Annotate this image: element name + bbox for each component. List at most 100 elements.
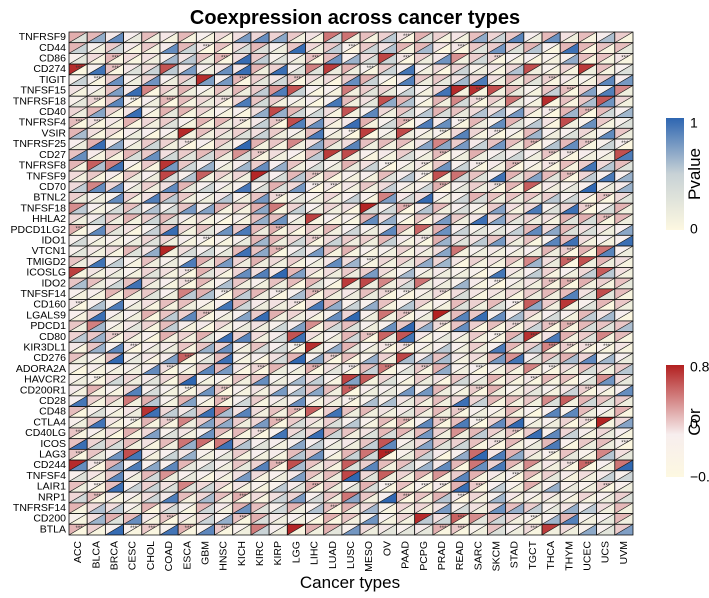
heatmap-cell <box>286 320 306 333</box>
heatmap-cell <box>68 331 88 343</box>
heatmap-cell: *** <box>432 320 452 333</box>
cell-diagonal <box>487 342 506 354</box>
heatmap-cell <box>614 341 634 354</box>
heatmap-cell <box>323 234 343 247</box>
heatmap-cell <box>359 53 379 65</box>
heatmap-cell <box>250 331 270 343</box>
cell-diagonal <box>505 149 524 161</box>
heatmap-cell <box>614 320 634 333</box>
cell-diagonal <box>614 331 634 343</box>
cell-diagonal <box>560 267 579 279</box>
cell-diagonal <box>487 117 506 129</box>
cell-diagonal <box>214 320 233 332</box>
cell-diagonal <box>578 213 597 225</box>
cell-diagonal <box>214 224 233 236</box>
cell-diagonal <box>141 342 161 354</box>
pvalue-triangle <box>250 224 270 236</box>
cell-diagonal <box>250 277 270 290</box>
heatmap-cell <box>523 213 543 226</box>
cell-diagonal <box>578 224 597 236</box>
cell-diagonal <box>560 192 579 204</box>
heatmap-cell <box>523 127 543 140</box>
significance-mark: *** <box>203 45 211 51</box>
cell-diagonal <box>68 202 88 215</box>
heatmap-cell <box>614 170 634 183</box>
cell-diagonal <box>268 181 288 193</box>
heatmap-cell <box>468 234 488 247</box>
cell-diagonal <box>232 63 252 76</box>
cell-diagonal <box>250 63 270 76</box>
cell-diagonal <box>341 149 361 161</box>
heatmap-cell <box>596 85 616 97</box>
heatmap-cell <box>86 170 106 183</box>
cell-diagonal <box>523 202 543 215</box>
cell-diagonal <box>68 320 88 332</box>
heatmap-cell <box>450 127 470 140</box>
heatmap-cell <box>559 331 579 343</box>
heatmap-cell <box>614 85 634 97</box>
heatmap-cell <box>123 352 143 365</box>
heatmap-cell <box>341 192 361 204</box>
heatmap-cell <box>305 160 325 172</box>
heatmap-cell: *** <box>468 160 488 172</box>
heatmap-cell <box>414 331 434 343</box>
heatmap-cell <box>123 63 143 76</box>
cell-diagonal <box>305 224 324 236</box>
significance-mark: *** <box>403 120 411 126</box>
cell-diagonal <box>469 128 488 140</box>
heatmap-cell <box>68 309 88 322</box>
heatmap-cell <box>614 160 634 172</box>
heatmap-cell <box>505 213 525 226</box>
heatmap-cell <box>359 234 379 247</box>
cell-diagonal <box>596 128 615 140</box>
cell-diagonal <box>323 106 343 118</box>
heatmap-cell <box>104 117 124 129</box>
heatmap-cell <box>414 42 434 54</box>
heatmap-cell <box>377 213 397 226</box>
cell-diagonal <box>396 160 415 172</box>
cell-diagonal <box>123 181 142 193</box>
significance-mark: *** <box>312 55 320 61</box>
heatmap-cell: *** <box>414 160 434 172</box>
cell-diagonal <box>287 213 306 225</box>
cell-diagonal <box>469 53 488 65</box>
heatmap-cell <box>141 117 161 129</box>
heatmap-cell <box>505 352 525 365</box>
heatmap-cell <box>214 127 234 140</box>
cell-diagonal <box>178 245 197 258</box>
heatmap-cell <box>195 256 215 268</box>
cell-diagonal <box>323 95 343 108</box>
cell-diagonal <box>268 277 288 290</box>
cell-diagonal <box>323 42 343 54</box>
cell-diagonal <box>560 181 579 193</box>
cell-diagonal <box>232 138 252 150</box>
heatmap-cell <box>123 331 143 343</box>
cell-diagonal <box>323 342 343 354</box>
heatmap-cell <box>432 331 452 343</box>
cell-diagonal <box>268 288 288 300</box>
heatmap-cell <box>104 245 124 258</box>
cell-diagonal <box>487 213 506 225</box>
heatmap-cell <box>232 170 252 183</box>
heatmap-cell <box>432 117 452 129</box>
heatmap-cell <box>123 127 143 140</box>
heatmap-cell <box>523 160 543 172</box>
heatmap-cell <box>596 106 616 119</box>
cell-diagonal <box>105 192 124 204</box>
cell-diagonal <box>105 53 124 65</box>
cell-diagonal <box>487 288 506 300</box>
heatmap-cell <box>177 256 197 268</box>
cell-diagonal <box>250 342 270 354</box>
heatmap-cell <box>450 53 470 65</box>
significance-mark: *** <box>621 141 629 147</box>
heatmap-cell <box>214 85 234 97</box>
heatmap-cell <box>141 256 161 268</box>
significance-mark: *** <box>458 120 466 126</box>
heatmap-cell <box>123 181 143 193</box>
cell-diagonal <box>305 342 324 354</box>
heatmap-cell <box>305 63 325 76</box>
heatmap-cell <box>341 85 361 97</box>
heatmap-cell <box>86 320 106 333</box>
cell-diagonal <box>414 106 434 118</box>
cell-diagonal <box>87 342 106 354</box>
